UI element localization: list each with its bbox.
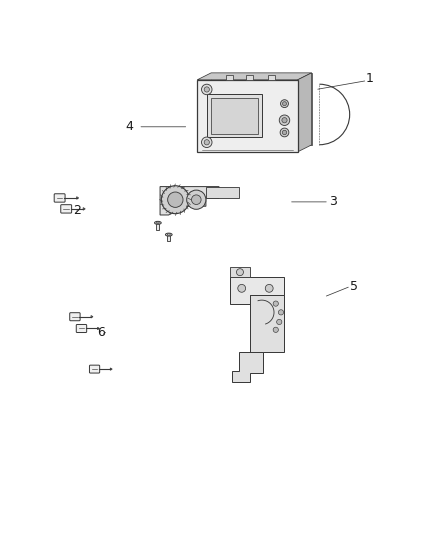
Polygon shape (297, 73, 311, 152)
Circle shape (283, 102, 286, 106)
Bar (211, 73, 311, 145)
Bar (226, 75, 233, 80)
Circle shape (277, 319, 282, 325)
Text: 6: 6 (97, 326, 105, 340)
Circle shape (238, 285, 246, 292)
FancyBboxPatch shape (54, 194, 65, 202)
Bar (167, 235, 170, 241)
FancyBboxPatch shape (89, 365, 100, 373)
Circle shape (237, 269, 244, 276)
Bar (206, 187, 239, 198)
Circle shape (280, 128, 289, 137)
Text: 2: 2 (73, 204, 81, 217)
Circle shape (187, 190, 206, 209)
Ellipse shape (166, 233, 172, 236)
FancyBboxPatch shape (76, 325, 87, 333)
Polygon shape (230, 277, 285, 304)
Bar (156, 223, 159, 230)
Polygon shape (250, 295, 285, 362)
Circle shape (265, 285, 273, 292)
Bar (211, 98, 258, 134)
Polygon shape (110, 368, 112, 370)
Polygon shape (197, 73, 311, 80)
Circle shape (273, 327, 279, 333)
Circle shape (282, 118, 287, 123)
Circle shape (161, 185, 189, 214)
Circle shape (273, 301, 279, 306)
Polygon shape (91, 316, 93, 318)
Circle shape (201, 84, 212, 95)
Bar (197, 80, 297, 152)
Polygon shape (230, 266, 250, 277)
Circle shape (168, 192, 183, 207)
Text: 3: 3 (328, 196, 336, 208)
Bar (246, 75, 253, 80)
Circle shape (283, 130, 287, 135)
Polygon shape (77, 197, 79, 199)
Circle shape (279, 115, 290, 125)
Bar (268, 75, 275, 80)
FancyBboxPatch shape (61, 205, 72, 213)
Ellipse shape (155, 221, 161, 224)
Polygon shape (83, 208, 85, 210)
Polygon shape (160, 187, 219, 215)
Polygon shape (232, 352, 263, 382)
Bar (207, 94, 262, 138)
Circle shape (204, 87, 209, 92)
Circle shape (279, 310, 284, 315)
FancyBboxPatch shape (70, 313, 80, 321)
Circle shape (191, 195, 201, 205)
Text: 4: 4 (126, 120, 134, 133)
Circle shape (201, 137, 212, 148)
Text: 5: 5 (350, 280, 358, 293)
Text: 1: 1 (366, 72, 374, 85)
Circle shape (204, 140, 209, 145)
Circle shape (281, 100, 288, 108)
Polygon shape (98, 327, 99, 330)
